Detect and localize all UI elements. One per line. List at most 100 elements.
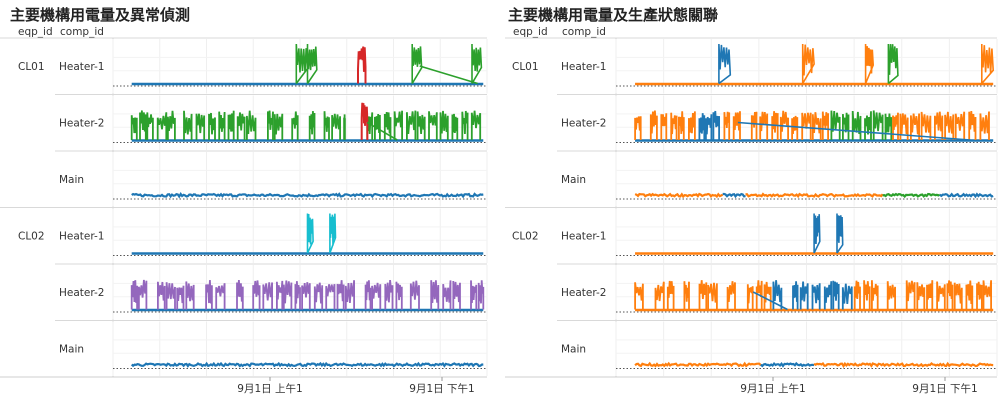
series-burst bbox=[215, 283, 226, 310]
series-burst bbox=[227, 110, 235, 140]
series-line bbox=[634, 192, 724, 199]
series-burst bbox=[871, 280, 879, 310]
series-burst bbox=[899, 113, 909, 140]
series-burst bbox=[343, 114, 346, 140]
series-burst bbox=[384, 280, 394, 310]
x-tick-label: 9月1日 下午1 bbox=[409, 382, 474, 395]
series-burst bbox=[185, 281, 195, 310]
chart-title: 主要機構用電量及生產狀態關聯 bbox=[508, 6, 719, 24]
comp-label: Main bbox=[59, 174, 84, 186]
series-burst bbox=[176, 285, 185, 310]
series-burst bbox=[267, 110, 274, 140]
series-line bbox=[882, 192, 941, 199]
series-burst bbox=[294, 281, 301, 310]
series-line bbox=[722, 192, 746, 199]
series-spike bbox=[981, 44, 995, 85]
eqp-label: CL02 bbox=[18, 231, 45, 243]
series-burst bbox=[291, 111, 299, 140]
series-line bbox=[131, 191, 484, 199]
series-burst bbox=[811, 283, 821, 310]
series-burst bbox=[823, 281, 833, 310]
comp-label: Main bbox=[59, 344, 84, 356]
series-burst bbox=[683, 281, 690, 310]
series-burst bbox=[246, 110, 257, 140]
series-burst bbox=[801, 112, 812, 140]
chart-plot: CL01 Heater-1 Heater-2 Main CL02 Heater-1 Heat… bbox=[0, 37, 488, 395]
series-burst bbox=[218, 111, 226, 140]
series-burst bbox=[750, 111, 758, 140]
series-link bbox=[737, 121, 971, 141]
comp-label: Heater-1 bbox=[561, 61, 606, 73]
series-line bbox=[745, 192, 884, 199]
series-burst bbox=[409, 280, 420, 310]
series-line bbox=[634, 361, 762, 368]
chart-plot: CL01 Heater-1 Heater-2 Main CL02 Heater-1 Heat… bbox=[505, 37, 998, 395]
series-burst bbox=[301, 282, 311, 310]
series-burst bbox=[406, 110, 417, 140]
series-burst bbox=[821, 111, 829, 140]
series-burst bbox=[832, 280, 840, 310]
series-burst bbox=[746, 284, 754, 310]
series-burst bbox=[273, 113, 284, 140]
series-burst bbox=[910, 113, 920, 140]
series-burst bbox=[771, 111, 779, 140]
series-burst bbox=[371, 282, 382, 310]
series-burst bbox=[156, 112, 168, 140]
comp-label: Heater-2 bbox=[59, 287, 104, 299]
series-burst bbox=[916, 282, 926, 310]
series-burst bbox=[666, 280, 675, 310]
series-burst bbox=[649, 110, 658, 140]
series-burst bbox=[841, 283, 853, 310]
series-burst bbox=[772, 280, 783, 310]
series-burst bbox=[393, 110, 403, 140]
series-burst bbox=[323, 111, 330, 140]
series-burst bbox=[461, 110, 469, 140]
series-burst bbox=[308, 111, 316, 140]
series-burst bbox=[416, 111, 426, 140]
header-comp-id: comp_id bbox=[60, 26, 104, 38]
series-burst bbox=[395, 281, 403, 310]
series-burst bbox=[236, 112, 246, 140]
comp-label: Heater-2 bbox=[561, 118, 606, 130]
x-tick-label: 9月1日 上午1 bbox=[237, 382, 302, 395]
series-burst bbox=[791, 115, 799, 140]
header-eqp-id: eqp_id bbox=[513, 26, 548, 38]
series-burst bbox=[262, 282, 273, 310]
series-spike bbox=[813, 213, 821, 254]
series-burst bbox=[712, 110, 720, 140]
series-spike bbox=[887, 44, 899, 85]
series-burst bbox=[325, 283, 336, 310]
series-burst bbox=[439, 110, 449, 140]
series-burst bbox=[167, 110, 176, 140]
series-burst bbox=[195, 113, 206, 140]
series-burst bbox=[968, 111, 977, 140]
series-burst bbox=[183, 110, 193, 140]
series-burst bbox=[707, 282, 718, 310]
comp-label: Main bbox=[561, 344, 586, 356]
comp-label: Heater-1 bbox=[59, 231, 104, 243]
series-burst bbox=[884, 113, 893, 140]
series-burst bbox=[934, 111, 944, 140]
series-burst bbox=[276, 280, 284, 310]
chart-panel-anomaly: 主要機構用電量及異常偵測 eqp_id comp_id CL01 Heater-1… bbox=[0, 0, 492, 400]
series-burst bbox=[477, 280, 485, 310]
series-burst bbox=[698, 280, 708, 310]
series-burst bbox=[726, 281, 736, 310]
x-tick-label: 9月1日 上午1 bbox=[740, 382, 805, 395]
series-burst bbox=[851, 110, 862, 140]
series-burst bbox=[430, 280, 440, 310]
series-burst bbox=[799, 281, 809, 310]
series-burst bbox=[920, 111, 932, 140]
series-burst bbox=[944, 111, 955, 140]
comp-label: Heater-1 bbox=[561, 231, 606, 243]
series-burst bbox=[428, 111, 438, 140]
series-burst bbox=[759, 111, 769, 140]
series-spike bbox=[801, 44, 815, 84]
series-burst bbox=[670, 112, 678, 140]
series-burst bbox=[634, 116, 642, 140]
chart-title: 主要機構用電量及異常偵測 bbox=[10, 6, 191, 24]
series-spike bbox=[329, 213, 337, 254]
series-burst bbox=[792, 281, 799, 310]
series-burst bbox=[864, 111, 872, 140]
series-spike bbox=[836, 213, 844, 254]
